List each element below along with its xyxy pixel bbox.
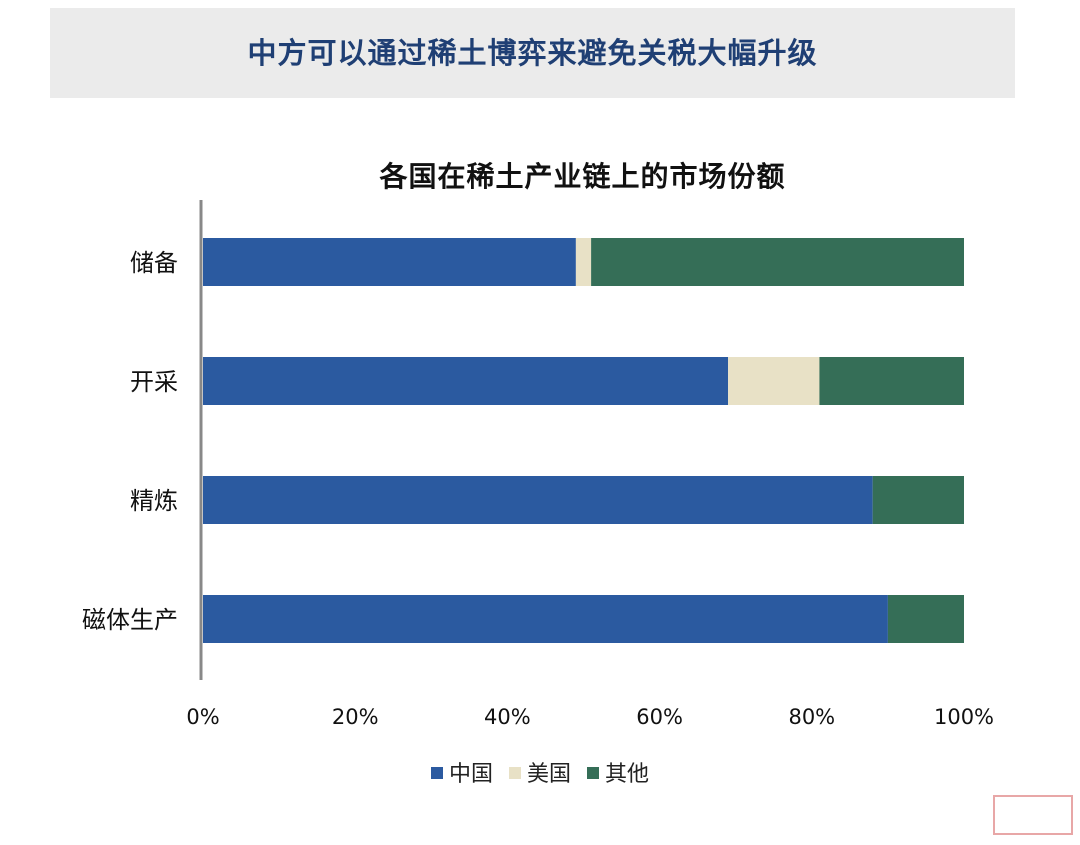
bar-segment-开采-其他 — [819, 357, 964, 405]
x-tick-label: 20% — [332, 705, 379, 729]
banner-title: 中方可以通过稀土博弈来避免关税大幅升级 — [247, 36, 818, 70]
bar-segment-储备-其他 — [591, 238, 964, 286]
category-label: 精炼 — [130, 487, 178, 515]
x-tick-label: 100% — [934, 705, 994, 729]
bar-segment-开采-中国 — [203, 357, 729, 405]
bar-segment-开采-美国 — [728, 357, 820, 405]
bar-segment-储备-中国 — [203, 238, 576, 286]
x-tick-label: 80% — [788, 705, 835, 729]
chart-title: 各国在稀土产业链上的市场份额 — [379, 160, 786, 193]
category-label: 磁体生产 — [82, 606, 178, 634]
watermark-stamp — [993, 795, 1073, 835]
legend-item: 中国 — [430, 756, 493, 788]
legend-item: 其他 — [587, 756, 649, 788]
legend-swatch — [587, 767, 599, 779]
bar-segment-精炼-其他 — [872, 476, 964, 524]
category-label: 储备 — [130, 249, 178, 277]
legend-item: 美国 — [508, 756, 571, 788]
category-label: 开采 — [130, 368, 178, 396]
legend-swatch — [430, 767, 443, 779]
legend-label: 中国 — [448, 762, 493, 787]
bar-segment-磁体生产-其他 — [887, 595, 964, 643]
header-banner: 中方可以通过稀土博弈来避免关税大幅升级 — [50, 8, 1015, 98]
bar-segment-精炼-中国 — [203, 476, 873, 524]
bar-segment-磁体生产-中国 — [203, 595, 888, 643]
bar-segment-储备-美国 — [575, 238, 592, 286]
chart-legend: 中国 美国 其他 — [0, 756, 1080, 788]
x-tick-label: 0% — [186, 705, 219, 729]
legend-label: 其他 — [605, 762, 650, 787]
legend-label: 美国 — [526, 762, 571, 787]
x-tick-label: 40% — [484, 705, 531, 729]
x-tick-label: 60% — [636, 705, 683, 729]
legend-swatch — [508, 767, 521, 779]
